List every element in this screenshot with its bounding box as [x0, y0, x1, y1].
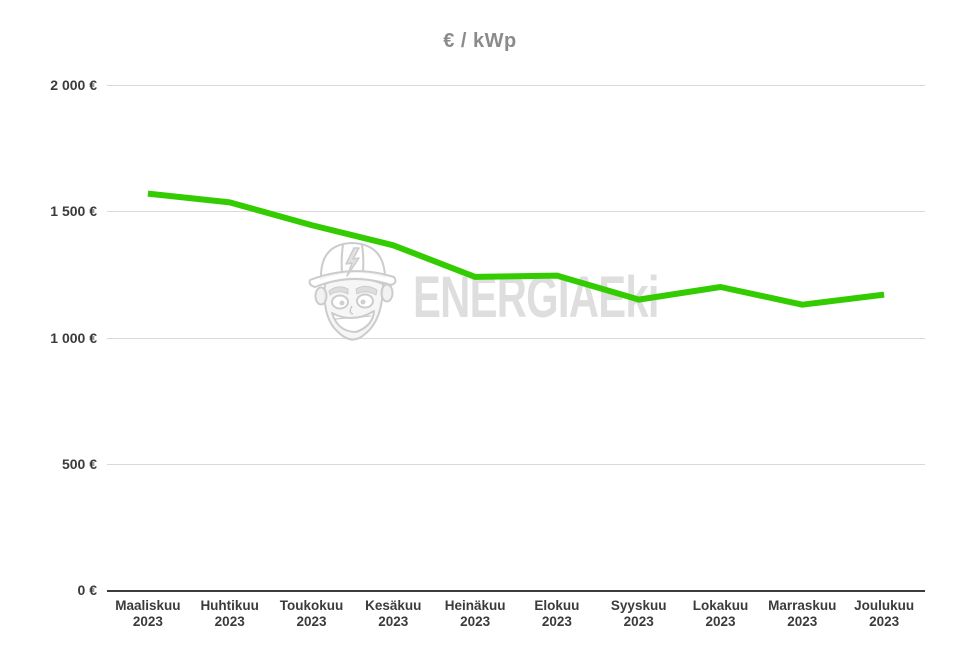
mascot-ear-right: [380, 283, 394, 303]
gridline-1000: [107, 337, 925, 339]
mascot-ear-left: [314, 286, 328, 306]
mascot-nose: [349, 305, 354, 315]
gridline-0: [107, 590, 925, 592]
gridline-2000: [107, 85, 925, 86]
mascot-hat-ribs: [340, 244, 365, 274]
mascot-eyebrow-left: [328, 286, 349, 296]
gridline-1500: [107, 211, 925, 213]
mascot-pupil-right: [360, 299, 366, 305]
mascot-watermark-icon: [308, 242, 397, 341]
mascot-hat-brim: [308, 270, 397, 288]
mascot-eyebrow-right: [355, 285, 378, 296]
price-line-series[interactable]: [147, 190, 885, 308]
chart-title: € / kWp: [443, 30, 517, 52]
gridline-500: [107, 463, 925, 465]
mascot-pupil-left: [339, 300, 345, 306]
mascot-teeth-line: [334, 315, 372, 320]
mascot-lightning-bolt-icon: [345, 247, 360, 277]
